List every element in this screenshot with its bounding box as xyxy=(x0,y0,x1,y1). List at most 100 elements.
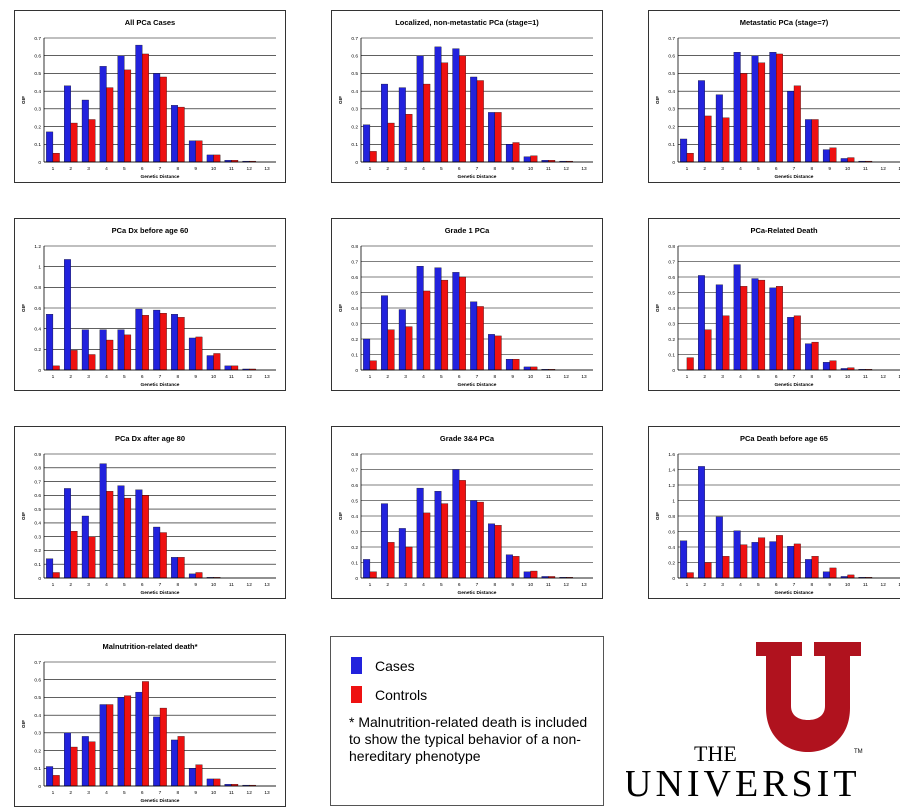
x-tick-label: 6 xyxy=(141,166,144,172)
x-tick-label: 10 xyxy=(211,582,217,588)
legend-item-cases: Cases xyxy=(351,657,415,674)
x-tick-label: 8 xyxy=(177,166,180,172)
y-tick-label: 0.8 xyxy=(351,244,358,250)
y-tick-label: 0.1 xyxy=(34,562,41,568)
bar-controls-8 xyxy=(178,736,185,786)
y-tick-label: 0 xyxy=(355,576,358,582)
bar-cases-7 xyxy=(470,77,477,162)
bar-controls-9 xyxy=(513,359,520,370)
bar-controls-1 xyxy=(53,153,60,162)
bar-controls-8 xyxy=(812,119,819,162)
bar-cases-7 xyxy=(787,317,794,370)
bar-cases-8 xyxy=(805,559,812,578)
bar-controls-5 xyxy=(758,538,765,578)
bar-controls-6 xyxy=(776,286,783,370)
bar-controls-5 xyxy=(758,63,765,162)
y-tick-label: 0.5 xyxy=(668,71,675,77)
bar-controls-9 xyxy=(513,143,520,162)
bar-controls-2 xyxy=(705,330,712,370)
y-tick-label: 0.6 xyxy=(34,678,41,684)
bar-controls-3 xyxy=(406,327,413,370)
y-tick-label: 0.7 xyxy=(351,259,358,265)
x-tick-label: 13 xyxy=(264,374,270,380)
bar-cases-5 xyxy=(435,491,442,578)
y-tick-label: 0.8 xyxy=(668,514,675,520)
x-tick-label: 2 xyxy=(703,166,706,172)
x-tick-label: 13 xyxy=(581,166,587,172)
bar-cases-4 xyxy=(417,488,424,578)
bar-cases-7 xyxy=(153,717,160,786)
y-axis-label: GIF xyxy=(21,304,27,312)
bar-cases-3 xyxy=(82,516,89,578)
bar-controls-6 xyxy=(142,681,149,786)
x-tick-label: 13 xyxy=(264,790,270,796)
y-tick-label: 0.5 xyxy=(351,71,358,77)
x-tick-label: 3 xyxy=(87,582,90,588)
bar-controls-4 xyxy=(423,291,430,370)
x-axis-label: Genetic Distance xyxy=(141,382,180,388)
bar-cases-6 xyxy=(453,49,460,162)
bar-cases-1 xyxy=(46,559,53,578)
bar-controls-6 xyxy=(776,535,783,578)
y-tick-label: 0.6 xyxy=(351,483,358,489)
bar-cases-10 xyxy=(524,157,531,162)
y-tick-label: 0.2 xyxy=(351,545,358,551)
x-tick-label: 5 xyxy=(757,582,760,588)
y-tick-label: 0.1 xyxy=(351,142,358,148)
bar-cases-8 xyxy=(488,524,495,578)
bar-controls-5 xyxy=(124,70,131,162)
y-axis-label: GIF xyxy=(338,512,344,520)
x-tick-label: 10 xyxy=(845,166,851,172)
y-tick-label: 0 xyxy=(355,160,358,166)
x-tick-label: 2 xyxy=(69,166,72,172)
y-tick-label: 0.4 xyxy=(351,306,358,312)
y-axis-label: GIF xyxy=(338,96,344,104)
bar-cases-2 xyxy=(381,296,388,370)
bar-controls-1 xyxy=(370,361,377,370)
x-tick-label: 9 xyxy=(511,166,514,172)
x-tick-label: 4 xyxy=(739,374,742,380)
x-tick-label: 4 xyxy=(105,166,108,172)
chart-6: PCa-Related Death00.10.20.30.40.50.60.70… xyxy=(648,218,900,391)
chart-title: Grade 3&4 PCa xyxy=(440,434,495,443)
bar-cases-5 xyxy=(752,279,759,370)
y-tick-label: 0.6 xyxy=(351,275,358,281)
x-tick-label: 9 xyxy=(194,790,197,796)
y-axis-label: GIF xyxy=(338,304,344,312)
y-tick-label: 1.4 xyxy=(668,467,675,473)
y-tick-label: 0.7 xyxy=(668,36,675,42)
x-tick-label: 13 xyxy=(581,582,587,588)
x-tick-label: 1 xyxy=(52,166,55,172)
bar-cases-5 xyxy=(435,268,442,370)
bar-cases-8 xyxy=(171,105,178,162)
bar-cases-5 xyxy=(118,697,125,786)
y-tick-label: 0 xyxy=(38,784,41,790)
bar-cases-6 xyxy=(770,542,777,578)
y-tick-label: 0 xyxy=(38,160,41,166)
bar-cases-4 xyxy=(417,266,424,370)
bar-cases-3 xyxy=(82,330,89,370)
x-tick-label: 10 xyxy=(845,374,851,380)
y-tick-label: 0.4 xyxy=(668,306,675,312)
bar-controls-7 xyxy=(794,86,801,162)
university-logo-graphic: THE TM UNIVERSIT xyxy=(626,636,900,801)
x-tick-label: 1 xyxy=(52,374,55,380)
x-tick-label: 12 xyxy=(564,582,570,588)
x-tick-label: 3 xyxy=(721,582,724,588)
bar-controls-10 xyxy=(214,155,221,162)
bar-cases-4 xyxy=(734,52,741,162)
bar-controls-4 xyxy=(423,84,430,162)
bar-cases-1 xyxy=(363,559,370,578)
chart-title: PCa Dx after age 80 xyxy=(115,434,185,443)
x-tick-label: 11 xyxy=(546,166,551,172)
chart-title: Malnutrition-related death* xyxy=(102,642,197,651)
bar-cases-5 xyxy=(118,56,125,162)
bar-cases-3 xyxy=(399,310,406,370)
bar-cases-9 xyxy=(189,768,196,786)
y-tick-label: 0.1 xyxy=(34,766,41,772)
y-tick-label: 0.5 xyxy=(668,290,675,296)
bar-controls-9 xyxy=(196,337,203,370)
block-u-shape xyxy=(756,642,861,752)
bar-controls-7 xyxy=(160,708,167,786)
x-tick-label: 8 xyxy=(811,582,814,588)
